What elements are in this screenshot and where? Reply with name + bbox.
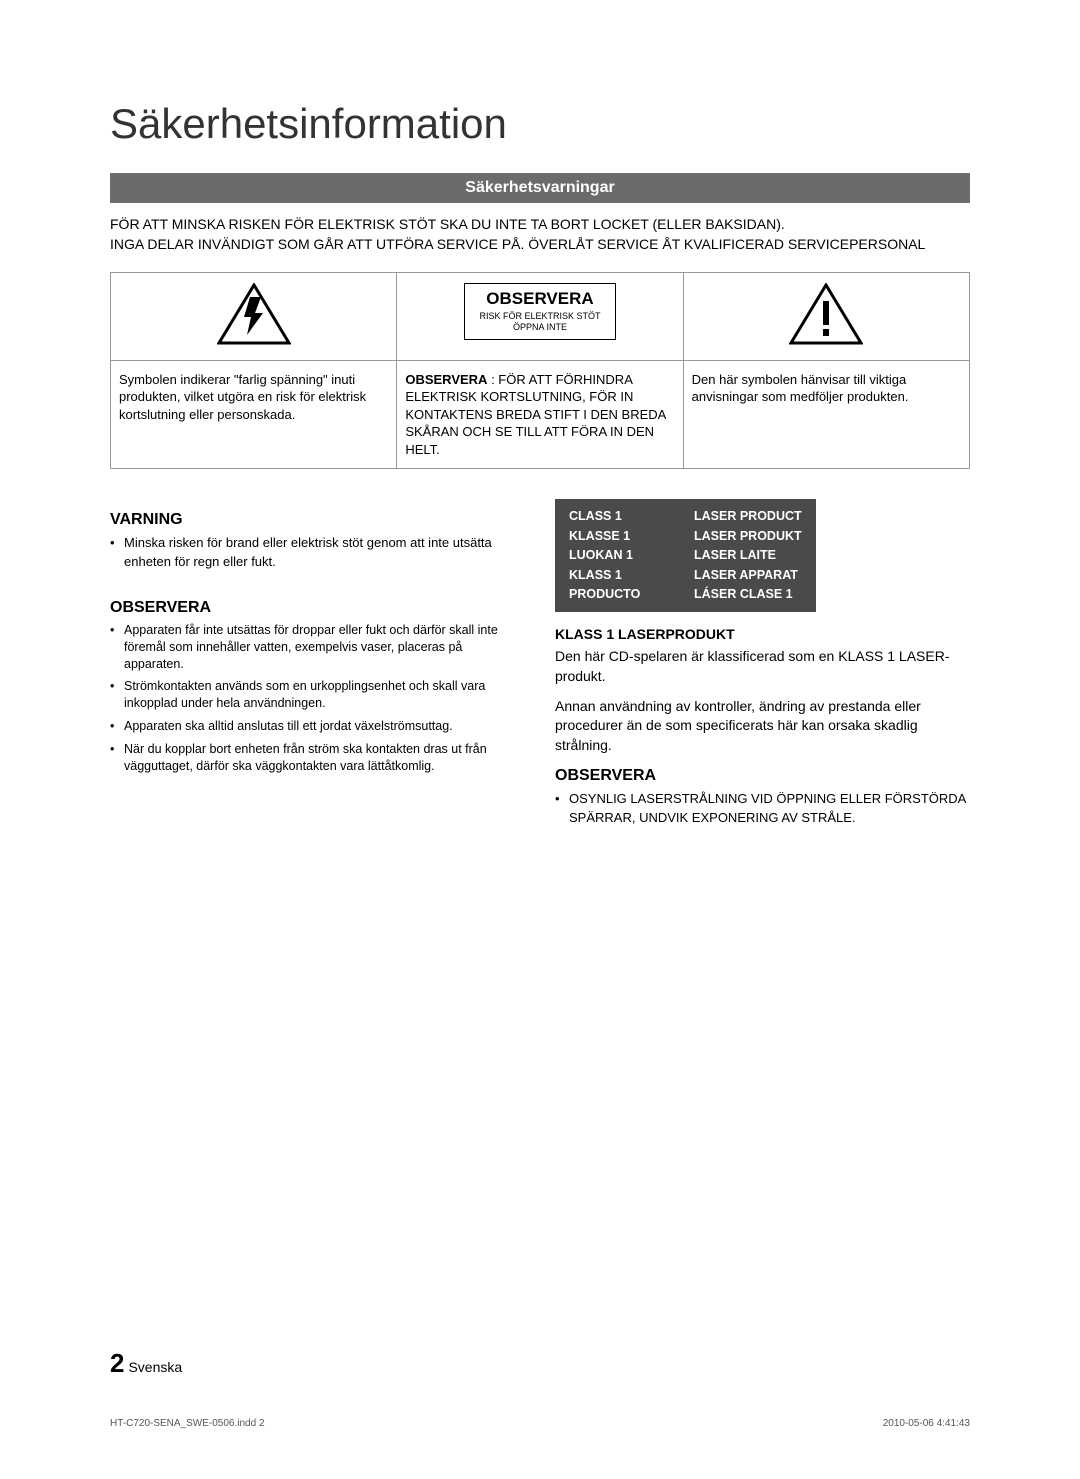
page-number-value: 2 — [110, 1348, 124, 1378]
klass-text-2: Annan användning av kontroller, ändring … — [555, 697, 970, 756]
warning-cell-right: Den här symbolen hänvisar till viktiga a… — [683, 360, 969, 469]
observera-heading-right: OBSERVERA — [555, 767, 970, 785]
section-header-bar: Säkerhetsvarningar — [110, 173, 970, 203]
warning-cell-left: Symbolen indikerar "farlig spänning" inu… — [111, 360, 397, 469]
exclamation-icon-cell — [683, 273, 969, 361]
table-row: KLASSE 1 LASER PRODUKT — [569, 527, 802, 546]
laser-col2: LASER PRODUCT — [694, 507, 802, 526]
intro-line-1: FÖR ATT MINSKA RISKEN FÖR ELEKTRISK STÖT… — [110, 215, 970, 235]
left-column: VARNING Minska risken för brand eller el… — [110, 499, 525, 832]
observera-box: OBSERVERA RISK FÖR ELEKTRISK STÖT ÖPPNA … — [464, 283, 615, 340]
observera-list-right: OSYNLIG LASERSTRÅLNING VID ÖPPNING ELLER… — [555, 790, 970, 826]
laser-col1: PRODUCTO — [569, 585, 664, 604]
laser-col1: KLASS 1 — [569, 566, 664, 585]
intro-line-2: INGA DELAR INVÄNDIGT SOM GÅR ATT UTFÖRA … — [110, 235, 970, 255]
laser-col1: LUOKAN 1 — [569, 546, 664, 565]
footer: HT-C720-SENA_SWE-0506.indd 2 2010-05-06 … — [110, 1418, 970, 1429]
right-column: CLASS 1 LASER PRODUCT KLASSE 1 LASER PRO… — [555, 499, 970, 832]
list-item: OSYNLIG LASERSTRÅLNING VID ÖPPNING ELLER… — [555, 790, 970, 826]
observera-box-sub1: RISK FÖR ELEKTRISK STÖT — [479, 311, 600, 322]
observera-box-sub2: ÖPPNA INTE — [479, 322, 600, 333]
exclamation-triangle-icon — [789, 283, 863, 350]
intro-text: FÖR ATT MINSKA RISKEN FÖR ELEKTRISK STÖT… — [110, 215, 970, 254]
list-item: Strömkontakten används som en urkoppling… — [110, 678, 525, 712]
list-item: Apparaten ska alltid anslutas till ett j… — [110, 718, 525, 735]
footer-right: 2010-05-06 4:41:43 — [883, 1418, 970, 1429]
footer-left: HT-C720-SENA_SWE-0506.indd 2 — [110, 1418, 265, 1429]
observera-list-left: Apparaten får inte utsättas för droppar … — [110, 622, 525, 775]
laser-col2: LASER PRODUKT — [694, 527, 802, 546]
list-item: När du kopplar bort enheten från ström s… — [110, 741, 525, 775]
laser-col2: LÁSER CLASE 1 — [694, 585, 793, 604]
observera-box-title: OBSERVERA — [479, 288, 600, 311]
observera-box-cell: OBSERVERA RISK FÖR ELEKTRISK STÖT ÖPPNA … — [397, 273, 683, 361]
laser-col1: CLASS 1 — [569, 507, 664, 526]
page-language: Svenska — [128, 1359, 182, 1375]
table-row: PRODUCTO LÁSER CLASE 1 — [569, 585, 802, 604]
table-row: LUOKAN 1 LASER LAITE — [569, 546, 802, 565]
laser-col1: KLASSE 1 — [569, 527, 664, 546]
lightning-icon-cell — [111, 273, 397, 361]
varning-list: Minska risken för brand eller elektrisk … — [110, 534, 525, 570]
warning-cell-mid-bold: OBSERVERA — [405, 372, 487, 387]
varning-heading: VARNING — [110, 511, 525, 529]
observera-heading-left: OBSERVERA — [110, 599, 525, 617]
klass-text-1: Den här CD-spelaren är klassificerad som… — [555, 647, 970, 686]
page-title: Säkerhetsinformation — [110, 100, 970, 148]
warning-table: OBSERVERA RISK FÖR ELEKTRISK STÖT ÖPPNA … — [110, 272, 970, 469]
laser-col2: LASER LAITE — [694, 546, 776, 565]
list-item: Apparaten får inte utsättas för droppar … — [110, 622, 525, 673]
two-column-layout: VARNING Minska risken för brand eller el… — [110, 499, 970, 832]
page-number: 2Svenska — [110, 1348, 182, 1379]
lightning-triangle-icon — [217, 283, 291, 350]
table-row: CLASS 1 LASER PRODUCT — [569, 507, 802, 526]
table-row: KLASS 1 LASER APPARAT — [569, 566, 802, 585]
warning-cell-mid: OBSERVERA : FÖR ATT FÖRHINDRA ELEKTRISK … — [397, 360, 683, 469]
laser-col2: LASER APPARAT — [694, 566, 798, 585]
list-item: Minska risken för brand eller elektrisk … — [110, 534, 525, 570]
laser-class-table: CLASS 1 LASER PRODUCT KLASSE 1 LASER PRO… — [555, 499, 816, 612]
klass-heading: KLASS 1 LASERPRODUKT — [555, 626, 970, 642]
